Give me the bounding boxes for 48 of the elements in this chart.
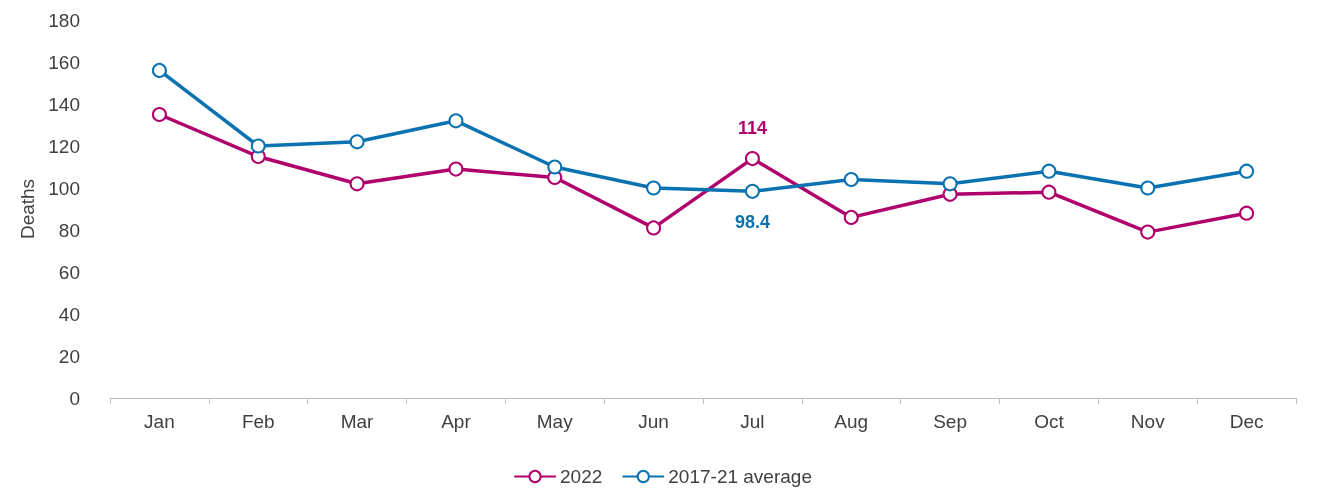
x-tick-label: Jul xyxy=(740,411,765,432)
x-tick-label: Mar xyxy=(340,411,375,432)
point xyxy=(1041,163,1057,179)
x-tick-label: Sep xyxy=(933,411,967,432)
point xyxy=(942,176,958,192)
point xyxy=(744,151,760,167)
data-label: 98.4 xyxy=(734,211,770,232)
y-tick-label: 140 xyxy=(48,93,80,115)
point xyxy=(448,113,464,129)
y-tick-label: 160 xyxy=(48,51,80,73)
point xyxy=(646,180,662,196)
point xyxy=(1041,184,1057,200)
x-tick-label: Aug xyxy=(834,411,869,432)
legend-label: 2022 xyxy=(560,466,603,487)
x-tick-label: Feb xyxy=(241,411,275,432)
point xyxy=(250,138,266,154)
y-tick-label: 100 xyxy=(48,177,80,199)
x-tick-label: Jan xyxy=(144,411,175,432)
point xyxy=(843,209,859,225)
y-tick-label: 20 xyxy=(58,345,80,367)
point xyxy=(1239,205,1255,221)
point xyxy=(151,62,167,78)
point xyxy=(151,107,167,122)
point xyxy=(349,176,365,192)
x-tick-label: Jun xyxy=(638,411,669,432)
point xyxy=(349,134,365,150)
x-tick-label: Dec xyxy=(1229,411,1264,432)
y-tick-label: 60 xyxy=(58,261,80,283)
point xyxy=(1140,180,1156,196)
y-tick-label: 40 xyxy=(58,303,80,325)
point xyxy=(1239,163,1255,179)
x-tick-label: May xyxy=(536,411,574,432)
data-label: 114 xyxy=(737,118,767,139)
y-tick-label: 80 xyxy=(58,219,80,241)
point xyxy=(547,159,563,175)
point xyxy=(1140,224,1156,240)
y-axis-title: Deaths xyxy=(17,178,39,240)
y-tick-label: 0 xyxy=(69,387,80,409)
point xyxy=(744,183,760,199)
point xyxy=(448,161,464,177)
legend-label: 2017-21 average xyxy=(668,466,812,487)
x-tick-label: Oct xyxy=(1034,411,1065,432)
point xyxy=(843,172,859,188)
y-tick-label: 180 xyxy=(48,9,80,31)
x-tick-label: Apr xyxy=(441,411,472,432)
x-tick-label: Nov xyxy=(1130,411,1166,432)
point xyxy=(646,220,662,236)
y-tick-label: 120 xyxy=(48,135,80,157)
